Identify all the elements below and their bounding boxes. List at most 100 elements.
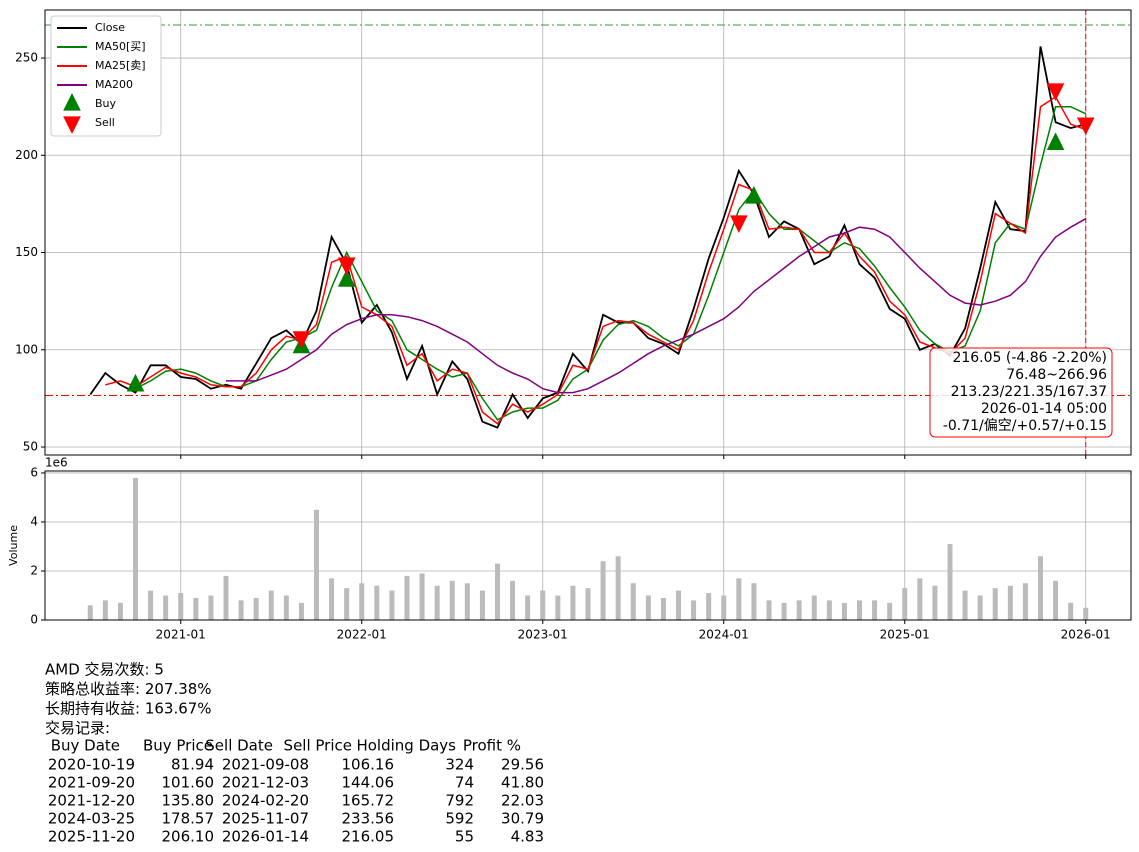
- y-tick-label: 200: [15, 148, 38, 162]
- volume-bar: [811, 595, 817, 620]
- trade-marker: [292, 331, 311, 349]
- table-cell: 2024-03-25: [48, 810, 135, 828]
- panel: 50 100 150 200 250 Close MA50[买] MA25[卖] MA200 Bu…: [15, 9, 1132, 459]
- volume-bar: [887, 602, 893, 620]
- annotation-text: 216.05 (-4.86 -2.20%): [952, 350, 1107, 366]
- trade-marker: [1046, 83, 1065, 102]
- table-cell: 101.60: [162, 774, 215, 792]
- table-cell: 592: [445, 810, 474, 828]
- volume-bar: [344, 588, 350, 620]
- volume-bar: [1068, 602, 1074, 620]
- x-tick-label: 2026-01: [1061, 628, 1111, 642]
- volume-bar: [374, 585, 380, 620]
- table-cell: 792: [445, 792, 474, 810]
- table-cell: 2020-10-19: [48, 756, 135, 774]
- volume-bar: [781, 602, 787, 620]
- summary-line: 交易记录:: [45, 719, 110, 737]
- annotation-text: 213.23/221.35/167.37: [951, 384, 1107, 400]
- volume-bar: [1053, 580, 1059, 620]
- trade-marker: [745, 185, 763, 204]
- volume-bar: [495, 563, 500, 620]
- volume-bar: [102, 600, 108, 620]
- volume-bar: [1038, 556, 1043, 620]
- volume-bar: [872, 600, 878, 620]
- table-cell: 74: [455, 774, 474, 792]
- volume-bar: [736, 578, 742, 620]
- volume-bar: [87, 605, 93, 620]
- table-cell: 41.80: [501, 774, 544, 792]
- volume-bar: [977, 595, 983, 620]
- table-cell: 324: [445, 756, 474, 774]
- volume-bar: [117, 602, 123, 620]
- volume-bar: [706, 593, 712, 620]
- x-tick-label: 2021-01: [156, 628, 206, 642]
- volume-bar: [585, 588, 591, 620]
- y-tick-label: 150: [15, 245, 38, 259]
- table-cell: 233.56: [342, 810, 395, 828]
- volume-bar: [947, 544, 953, 620]
- volume-bar: [751, 583, 757, 620]
- volume-bar: [283, 595, 289, 620]
- volume-bar: [796, 600, 802, 620]
- x-tick-label: 2023-01: [518, 628, 568, 642]
- legend-label: Close: [95, 21, 125, 34]
- panel: 0 2 4 6 2021-01 2022-01 2023-01 2024-01 2025-01 2…: [7, 456, 1132, 642]
- volume-bar: [193, 597, 199, 620]
- volume-bar: [359, 583, 365, 620]
- volume-bar: [449, 580, 455, 620]
- volume-bar: [570, 585, 576, 620]
- table-cell: 144.06: [342, 774, 395, 792]
- table-cell: 22.03: [501, 792, 544, 810]
- volume-bar: [676, 590, 681, 620]
- table-cell: 81.94: [171, 756, 214, 774]
- volume-bar: [630, 583, 636, 620]
- legend-swatch: [63, 116, 81, 134]
- volume-bar: [419, 573, 425, 620]
- trade-marker: [730, 215, 748, 233]
- series-line: [89, 46, 1087, 429]
- volume-bar: [826, 600, 832, 620]
- table-header: Buy Price: [143, 737, 213, 755]
- summary-line: 策略总收益率: 207.38%: [45, 680, 212, 698]
- volume-bar: [962, 590, 968, 620]
- volume-bar: [902, 588, 908, 620]
- trade-marker: [126, 373, 145, 392]
- table-cell: 4.83: [511, 828, 544, 846]
- volume-bar: [857, 600, 862, 620]
- y-axis-label: Volume: [7, 525, 20, 566]
- volume-bar: [389, 590, 395, 620]
- trade-marker: [337, 269, 356, 287]
- volume-bar: [238, 600, 244, 620]
- volume-bar: [404, 575, 410, 620]
- volume-bar: [1083, 607, 1089, 620]
- table-cell: 178.57: [162, 810, 215, 828]
- volume-bar: [298, 602, 304, 620]
- trade-marker: [1046, 132, 1065, 151]
- annotation-text: -0.71/偏空/+0.57/+0.15: [943, 418, 1107, 434]
- table-cell: 29.56: [501, 756, 544, 774]
- volume-bar: [314, 509, 319, 620]
- series-line: [226, 218, 1087, 394]
- volume-bar: [932, 585, 938, 620]
- legend-label: MA50[买]: [95, 40, 146, 53]
- y-tick-label: 4: [30, 514, 38, 528]
- volume-bar: [1007, 585, 1013, 620]
- volume-bar: [163, 595, 169, 620]
- legend-label: Sell: [95, 116, 115, 129]
- annotation-text: 76.48~266.96: [1006, 367, 1107, 383]
- table-cell: 165.72: [342, 792, 395, 810]
- volume-bar: [721, 595, 727, 620]
- y-tick-label: 0: [30, 613, 38, 627]
- legend: Close MA50[买] MA25[卖] MA200 Buy Sell: [50, 15, 162, 137]
- series-line: [135, 105, 1087, 421]
- volume-bar: [917, 578, 923, 620]
- summary-line: 长期持有收益: 163.67%: [45, 700, 212, 718]
- table-cell: 30.79: [501, 810, 544, 828]
- table-cell: 2021-12-03: [222, 774, 309, 792]
- volume-bar: [329, 578, 335, 620]
- volume-bar: [434, 585, 440, 620]
- table-header: Sell Price: [284, 737, 352, 755]
- table-header: Sell Date: [205, 737, 273, 755]
- volume-bar: [464, 583, 470, 620]
